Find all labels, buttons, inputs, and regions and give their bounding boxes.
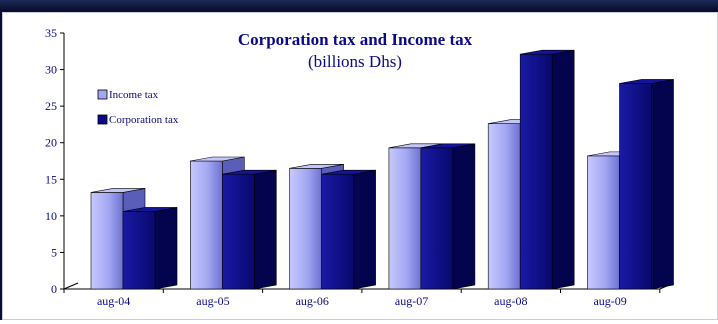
bar-corporation-tax-side [651, 79, 674, 290]
bar-income-tax [487, 123, 521, 290]
bar-corporation-tax-top [520, 49, 575, 55]
top-bar [0, 0, 718, 11]
bar-income-tax [587, 155, 620, 290]
legend-label-corporation-tax: Corporation tax [109, 114, 179, 126]
axes: 0 5 10 15 20 25 30 35 aug-04 aug-05 aug-06 aug-07 au… [45, 26, 674, 308]
x-tick-label: aug-06 [296, 294, 329, 308]
bar-income-tax [190, 160, 223, 290]
bar-income-tax-top [190, 156, 245, 162]
bar-corporation-tax-top [321, 169, 376, 175]
bar-corporation-tax-side [353, 169, 376, 290]
chart: 0 5 10 15 20 25 30 35 aug-04 aug-05 aug-06 aug-07 au… [45, 26, 674, 308]
bar-corporation-tax-side [254, 169, 277, 290]
x-tick-label: aug-08 [494, 294, 527, 308]
y-tick-label: 30 [45, 63, 57, 77]
chart-panel: 0 5 10 15 20 25 30 35 aug-04 aug-05 aug-06 aug-07 au… [2, 12, 718, 320]
chart-title: Corporation tax and Income tax [238, 30, 473, 49]
bar-corporation-tax [519, 53, 553, 290]
y-tick-label: 15 [45, 172, 57, 186]
bar-corporation-tax-top [420, 143, 475, 149]
legend-swatch-income-tax [97, 89, 108, 100]
legend-label-income-tax: Income tax [109, 89, 159, 101]
bar-income-tax [388, 147, 422, 290]
bar-corporation-tax [222, 173, 255, 290]
y-tick-label: 20 [45, 136, 57, 150]
bar-corporation-tax-side [452, 143, 476, 290]
bar-corporation-tax-side [551, 49, 575, 290]
bar-corporation-tax-side [154, 207, 178, 290]
bar-corporation-tax-top [619, 79, 674, 84]
y-tick-label: 35 [45, 26, 57, 40]
bar-corporation-tax [122, 211, 156, 290]
bar-corporation-tax-top [122, 207, 178, 212]
bar-corporation-tax [420, 147, 454, 290]
y-tick-label: 0 [51, 282, 57, 296]
y-tick-label: 5 [51, 245, 57, 259]
labels: Corporation tax and Income tax (billions… [238, 30, 473, 71]
bar-corporation-tax-top [222, 169, 277, 175]
x-tick-label: aug-09 [593, 294, 626, 308]
bar-corporation-tax [321, 173, 354, 290]
bar-corporation-tax [619, 83, 652, 290]
legend-swatch-corporation-tax [97, 114, 108, 125]
bar-income-tax-top [289, 164, 344, 169]
bars [90, 49, 674, 290]
chart-subtitle: (billions Dhs) [308, 52, 402, 71]
x-tick-label: aug-05 [196, 294, 229, 308]
y-tick-label: 10 [45, 209, 57, 223]
x-tick-label: aug-04 [97, 294, 130, 308]
legend: Income tax Corporation tax [97, 89, 179, 126]
bar-income-tax [289, 168, 322, 290]
y-tick-label: 25 [45, 99, 57, 113]
x-axis-depth-line [63, 282, 79, 290]
bar-income-tax [90, 192, 124, 290]
x-tick-label: aug-07 [395, 294, 428, 308]
bar-income-tax-top [90, 188, 146, 193]
